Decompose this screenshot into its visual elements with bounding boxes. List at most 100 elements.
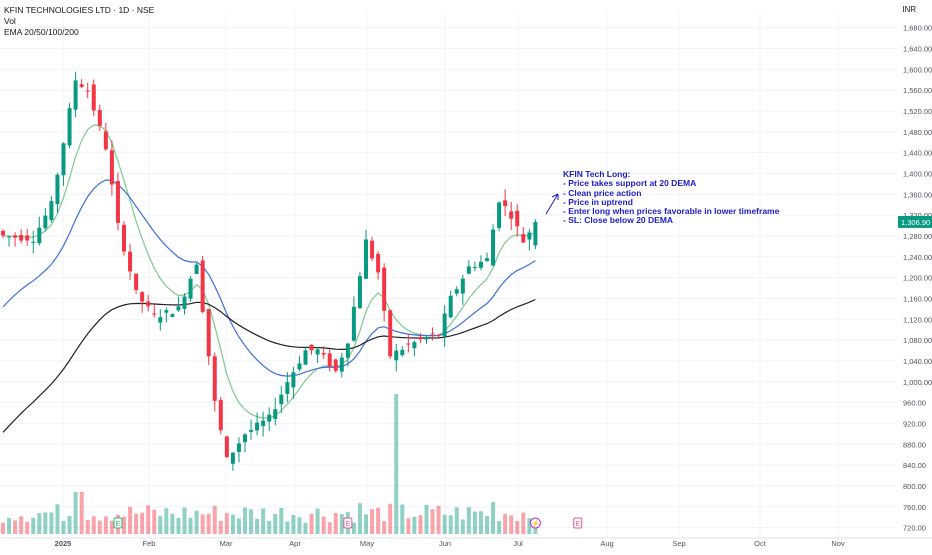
candle-body[interactable] [430,333,435,335]
candle-body[interactable] [115,181,120,223]
candles[interactable] [1,71,538,471]
candle-body[interactable] [460,278,465,294]
candle-body[interactable] [509,211,514,219]
candle-body[interactable] [321,352,326,355]
candle-body[interactable] [382,267,387,311]
candle-body[interactable] [291,372,296,388]
candle-body[interactable] [13,235,18,238]
candle-body[interactable] [521,234,526,243]
candle-body[interactable] [97,109,102,126]
candle-body[interactable] [303,350,308,365]
candle-body[interactable] [249,429,254,432]
candle-body[interactable] [103,131,108,150]
candle-body[interactable] [230,452,235,464]
candle-body[interactable] [436,334,441,336]
candle-body[interactable] [285,382,290,394]
candle-body[interactable] [327,353,332,367]
candle-body[interactable] [261,420,266,427]
candle-body[interactable] [182,296,187,309]
candle-body[interactable] [315,349,320,355]
candle-body[interactable] [43,215,48,229]
candle-body[interactable] [134,273,139,290]
candle-body[interactable] [491,229,496,266]
candle-body[interactable] [454,289,459,294]
candle-body[interactable] [73,80,78,110]
candle-body[interactable] [527,232,532,240]
candle-body[interactable] [515,210,520,227]
candle-body[interactable] [152,313,157,315]
symbol-title[interactable]: KFIN TECHNOLOGIES LTD · 1D · NSE [4,5,155,15]
candle-body[interactable] [206,309,211,357]
candle-body[interactable] [406,343,411,345]
candle-body[interactable] [357,276,362,309]
candle-body[interactable] [273,409,278,419]
candle-body[interactable] [128,251,133,272]
candle-body[interactable] [7,236,12,238]
candle-body[interactable] [146,301,151,307]
candle-body[interactable] [1,230,5,236]
candle-body[interactable] [472,267,477,269]
candle-body[interactable] [236,443,241,452]
split-marker[interactable]: ⚡ [529,517,541,529]
candle-body[interactable] [218,399,223,431]
candle-body[interactable] [109,150,114,185]
event-markers[interactable]: E E ⚡ E [113,517,583,529]
candle-body[interactable] [412,342,417,349]
candle-body[interactable] [442,313,447,337]
candle-body[interactable] [418,336,423,340]
candle-body[interactable] [49,201,54,221]
trade-note[interactable]: KFIN Tech Long: - Price takes support at… [563,169,779,226]
candle-body[interactable] [370,240,375,259]
candle-body[interactable] [533,221,538,246]
candle-body[interactable] [164,310,169,313]
candle-body[interactable] [194,264,199,274]
candle-body[interactable] [224,436,229,458]
candle-body[interactable] [497,202,502,228]
candle-body[interactable] [351,306,356,341]
candle-body[interactable] [297,363,302,370]
ema-indicator-label[interactable]: EMA 20/50/100/200 [4,27,79,37]
candle-body[interactable] [158,317,163,323]
candle-body[interactable] [85,90,90,92]
dividend-marker[interactable]: E [113,517,123,529]
candle-body[interactable] [67,108,72,146]
candle-body[interactable] [212,356,217,401]
candle-body[interactable] [448,295,453,318]
earnings-marker[interactable]: E [573,517,583,529]
candle-body[interactable] [279,394,284,405]
candle-body[interactable] [91,84,96,111]
candle-body[interactable] [61,143,66,176]
candle-body[interactable] [267,414,272,422]
candle-body[interactable] [31,241,36,243]
candle-body[interactable] [424,337,429,340]
candle-body[interactable] [122,224,126,252]
candle-body[interactable] [388,310,393,357]
candle-body[interactable] [25,235,30,241]
candle-body[interactable] [309,344,314,351]
candle-body[interactable] [478,261,483,268]
candle-body[interactable] [200,260,205,312]
candle-body[interactable] [466,266,471,274]
candle-body[interactable] [485,258,489,261]
candle-body[interactable] [140,292,145,302]
candle-body[interactable] [364,239,368,279]
candle-body[interactable] [339,357,344,372]
volume-indicator-label[interactable]: Vol [4,16,16,26]
candle-body[interactable] [400,349,405,356]
candle-body[interactable] [37,227,42,244]
candle-body[interactable] [55,174,60,205]
candle-body[interactable] [19,235,24,241]
candle-body[interactable] [394,350,399,361]
candle-body[interactable] [243,434,247,443]
candle-body[interactable] [333,359,338,371]
candle-body[interactable] [255,422,260,431]
candle-body[interactable] [503,200,508,207]
candle-body[interactable] [176,306,181,311]
earnings-marker[interactable]: E [343,517,353,529]
candle-body[interactable] [170,314,175,317]
candle-body[interactable] [345,343,350,358]
candle-body[interactable] [79,84,84,87]
candle-body[interactable] [188,278,193,299]
